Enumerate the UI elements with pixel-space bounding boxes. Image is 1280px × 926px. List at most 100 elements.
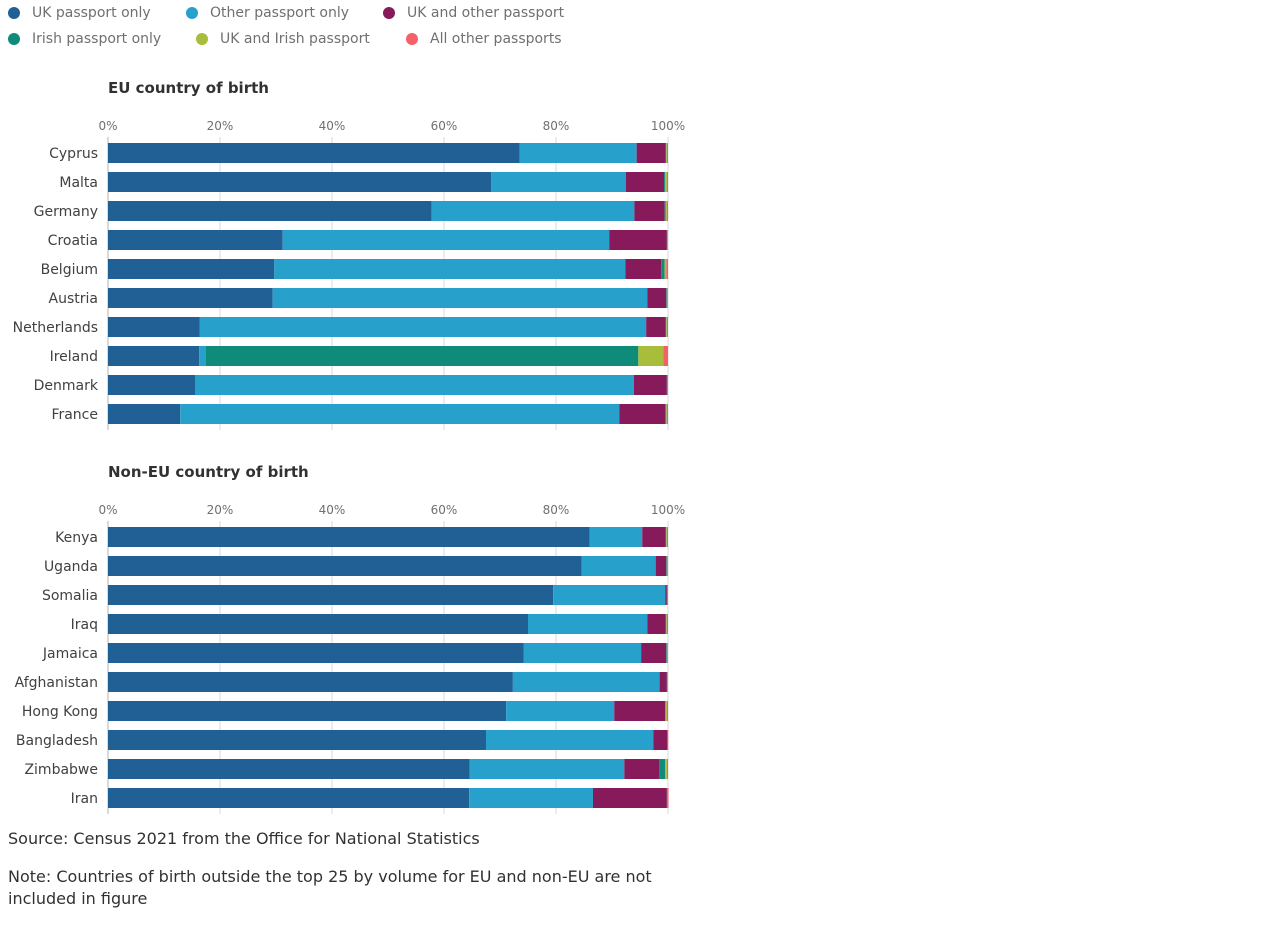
category-label: Afghanistan — [15, 675, 98, 691]
bar-segment — [647, 288, 666, 308]
bar-segment — [659, 759, 665, 779]
category-label: Iraq — [71, 617, 98, 633]
category-label: Kenya — [55, 530, 98, 546]
legend-swatch — [406, 33, 418, 45]
bar-segment — [273, 288, 648, 308]
bar-segment — [667, 788, 668, 808]
bar-segment — [666, 527, 667, 547]
x-tick-label: 60% — [431, 503, 458, 517]
bar-segment — [200, 317, 646, 337]
bar-segment — [666, 259, 668, 279]
category-label: Austria — [49, 291, 98, 307]
bar-segment — [108, 201, 432, 221]
bar-segment — [108, 288, 273, 308]
bar-segment — [667, 759, 668, 779]
bar-segment — [660, 672, 667, 692]
bar-segment — [664, 346, 668, 366]
legend-label: UK passport only — [32, 5, 151, 21]
bar-segment — [108, 527, 590, 547]
bar-segment — [513, 672, 660, 692]
bar-segment — [667, 317, 668, 337]
bar-segment — [108, 259, 274, 279]
bar-segment — [637, 143, 666, 163]
bar-segment — [195, 375, 633, 395]
bar-segment — [642, 527, 666, 547]
bar-segment — [108, 556, 582, 576]
legend-item: UK and Irish passport — [196, 31, 370, 47]
non-eu-country-chart: Non-EU country of birth0%20%40%60%80%100… — [0, 454, 720, 814]
bar-segment — [667, 556, 668, 576]
bar-segment — [108, 404, 180, 424]
bar-segment — [625, 259, 661, 279]
bar-segment — [653, 730, 667, 750]
x-tick-label: 60% — [431, 119, 458, 133]
category-label: Netherlands — [13, 320, 98, 336]
bar-segment — [108, 585, 553, 605]
category-label: Iran — [71, 791, 98, 807]
bar-segment — [665, 759, 667, 779]
bar-segment — [108, 672, 513, 692]
bar-segment — [470, 759, 625, 779]
footnote: Note: Countries of birth outside the top… — [8, 866, 718, 910]
bar-segment — [624, 759, 659, 779]
bar-segment — [667, 375, 668, 395]
category-label: Croatia — [48, 233, 98, 249]
legend-label: Irish passport only — [32, 31, 161, 47]
bar-segment — [661, 259, 664, 279]
bar-segment — [520, 143, 637, 163]
legend-label: UK and other passport — [407, 5, 564, 21]
bar-segment — [582, 556, 656, 576]
bar-segment — [108, 230, 283, 250]
legend-swatch — [186, 7, 198, 19]
legend-label: UK and Irish passport — [220, 31, 370, 47]
legend-swatch — [196, 33, 208, 45]
bar-segment — [667, 201, 668, 221]
bar-segment — [667, 230, 668, 250]
bar-segment — [667, 527, 668, 547]
category-label: Germany — [34, 204, 98, 220]
bar-segment — [666, 317, 667, 337]
x-tick-label: 20% — [207, 119, 234, 133]
bar-segment — [666, 643, 667, 663]
bar-segment — [108, 317, 200, 337]
bar-segment — [108, 788, 469, 808]
bar-segment — [108, 759, 470, 779]
x-tick-label: 40% — [319, 119, 346, 133]
chart-title: EU country of birth — [108, 79, 269, 97]
category-label: Uganda — [44, 559, 98, 575]
bar-segment — [590, 527, 643, 547]
bar-segment — [634, 201, 664, 221]
bar-segment — [524, 643, 642, 663]
bar-segment — [108, 143, 520, 163]
bar-segment — [666, 201, 667, 221]
bar-segment — [666, 614, 667, 634]
bar-segment — [283, 230, 609, 250]
x-tick-label: 100% — [651, 119, 685, 133]
bar-segment — [667, 788, 668, 808]
bar-segment — [666, 614, 667, 634]
legend-swatch — [383, 7, 395, 19]
bar-segment — [665, 201, 666, 221]
bar-segment — [634, 375, 667, 395]
bar-segment — [667, 288, 668, 308]
bar-segment — [626, 172, 664, 192]
bar-segment — [664, 172, 665, 192]
bar-segment — [667, 288, 668, 308]
bar-segment — [665, 172, 667, 192]
bar-segment — [491, 172, 626, 192]
legend-item: Other passport only — [186, 5, 349, 21]
category-label: Zimbabwe — [24, 762, 98, 778]
category-label: Hong Kong — [22, 704, 98, 720]
bar-segment — [666, 556, 667, 576]
bar-segment — [647, 614, 665, 634]
chart-notes: Source: Census 2021 from the Office for … — [8, 828, 718, 926]
bar-segment — [666, 143, 667, 163]
bar-segment — [665, 701, 666, 721]
bar-segment — [666, 143, 667, 163]
chart-legend: UK passport only Other passport only UK an… — [8, 5, 728, 55]
bar-segment — [206, 346, 638, 366]
bar-segment — [667, 672, 668, 692]
legend-item: UK and other passport — [383, 5, 564, 21]
category-label: Somalia — [42, 588, 98, 604]
bar-segment — [638, 346, 663, 366]
